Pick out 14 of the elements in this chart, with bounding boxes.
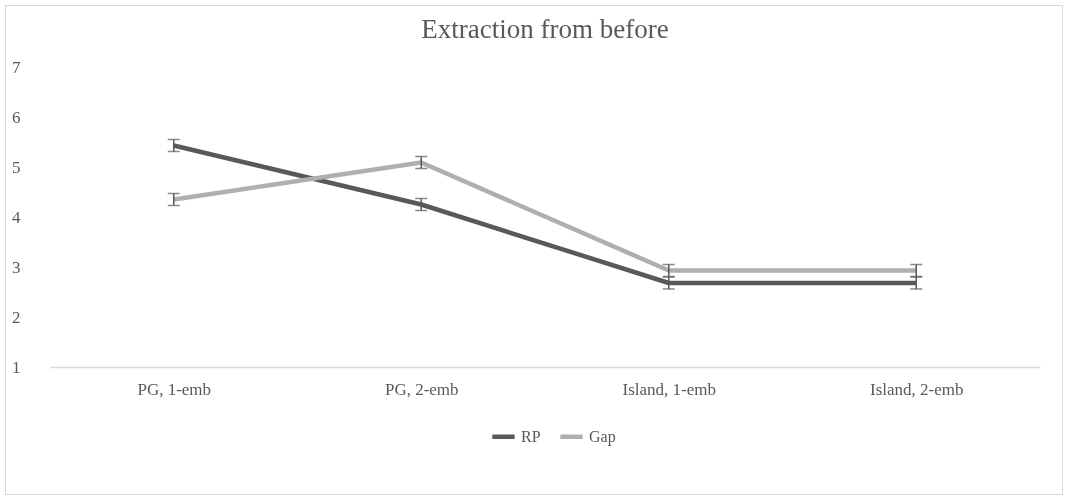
chart-title: Extraction from before [421,14,669,44]
y-tick-label: 5 [12,157,21,177]
y-tick-label: 4 [12,207,21,227]
legend-label: Gap [589,427,616,446]
legend-label: RP [521,427,541,445]
y-tick-label: 2 [12,307,21,327]
y-tick-label: 6 [12,107,21,127]
x-tick-label: Island, 1-emb [622,379,716,399]
y-tick-label: 7 [12,57,21,77]
y-tick-label: 3 [12,257,21,277]
x-tick-label: Island, 2-emb [870,379,964,399]
y-tick-label: 1 [12,357,21,377]
x-tick-label: PG, 1-emb [137,379,212,399]
x-tick-label: PG, 2-emb [384,379,459,399]
